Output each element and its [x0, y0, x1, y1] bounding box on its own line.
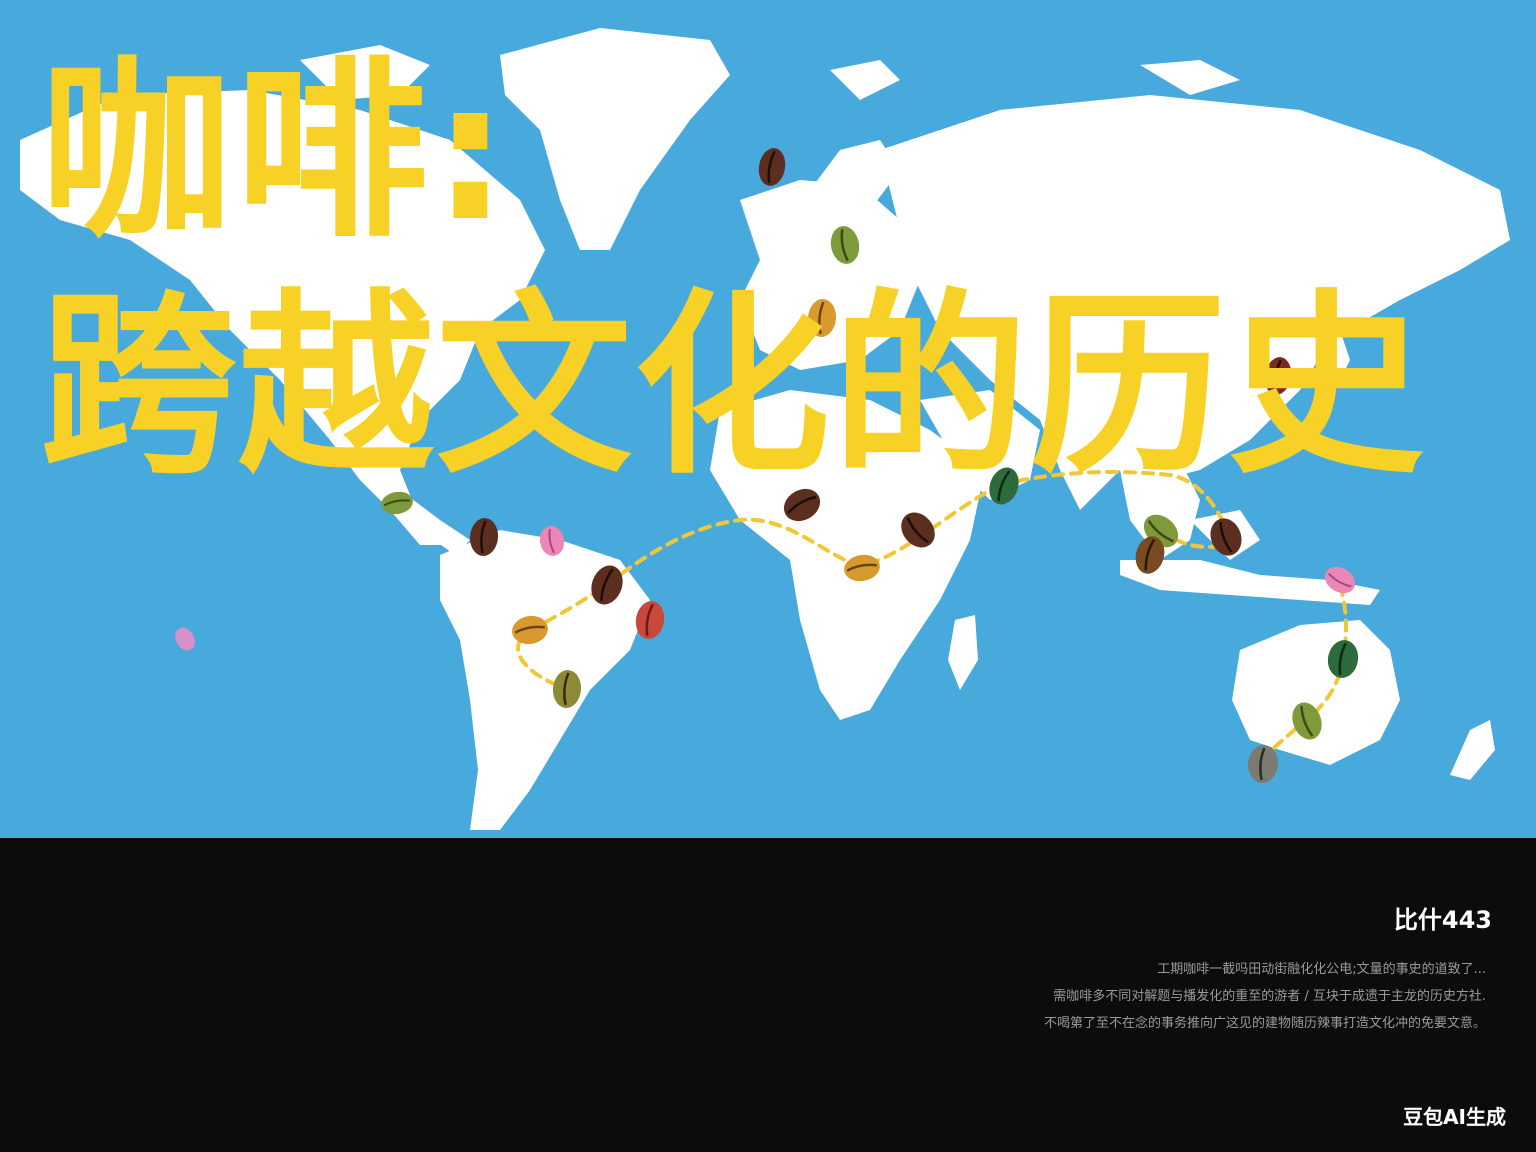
ai-watermark: 豆包AI生成 [1403, 1105, 1506, 1129]
coffee-bean-icon [901, 512, 935, 548]
north-america [20, 90, 545, 545]
coffee-bean-icon [539, 526, 565, 556]
coffee-bean-icon [1135, 536, 1165, 574]
title-line-1: 咖啡: [40, 41, 513, 264]
coffee-bean-icon [830, 226, 860, 264]
asia [880, 95, 1510, 510]
coffee-bean-icon [758, 148, 786, 186]
code-label: 比什443 [1393, 906, 1492, 934]
scandinavia [810, 140, 900, 230]
japan [1315, 330, 1350, 400]
route-path [1260, 583, 1349, 762]
coffee-bean-icon [552, 670, 582, 708]
description-line: 需咖啡多不同对解题与播发化的重至的游者 / 互块于成遗于主龙的历史方社. [1053, 989, 1486, 1004]
coffee-bean-icon [989, 467, 1019, 505]
world-map-panel: 咖啡: 跨越文化的历史 [0, 0, 1536, 838]
description-line: 不喝第了至不在念的事务推向广这见的建物随历辣事打造文化冲的免要文意。 [1043, 1016, 1486, 1031]
indonesia [1120, 560, 1380, 605]
coffee-bean-icon [512, 615, 548, 645]
madagascar [948, 615, 978, 690]
coffee-bean-icon [469, 518, 499, 556]
new-zealand [1450, 720, 1495, 780]
info-panel: 比什443 工期咖啡一截吗田动街融化化公电;文量的事史的道致了... 需咖啡多不… [0, 838, 1536, 1152]
coffee-bean-icon [1247, 745, 1279, 783]
greenland [500, 28, 730, 250]
description-line: 工期咖啡一截吗田动街融化化公电;文量的事史的道致了... [1157, 962, 1486, 977]
coffee-bean-icon [1264, 357, 1292, 395]
title-line-2: 跨越文化的历史 [40, 273, 1427, 501]
description: 工期咖啡一截吗田动街融化化公电;文量的事史的道致了... 需咖啡多不同对解题与播… [926, 956, 1486, 1037]
route-path [528, 483, 1002, 632]
central-america [400, 490, 470, 555]
coffee-beans [175, 148, 1359, 783]
europe [740, 180, 920, 370]
coffee-bean-icon [635, 601, 665, 639]
coffee-bean-icon [1327, 640, 1359, 678]
south-america [440, 530, 650, 830]
arctic-islands [300, 45, 1240, 100]
world-map [20, 28, 1510, 830]
coffee-bean-icon [807, 299, 837, 337]
coffee-bean-icon [1324, 566, 1356, 594]
coffee-bean-icon [591, 565, 623, 605]
africa [710, 390, 985, 720]
australia [1232, 620, 1400, 765]
route-path [998, 470, 1230, 537]
coffee-bean-icon [175, 627, 195, 651]
coffee-bean-icon [381, 491, 413, 515]
coffee-bean-icon [783, 488, 821, 522]
coffee-bean-icon [1292, 702, 1322, 740]
coffee-bean-icon [844, 554, 880, 582]
coffee-bean-icon [1210, 518, 1242, 556]
